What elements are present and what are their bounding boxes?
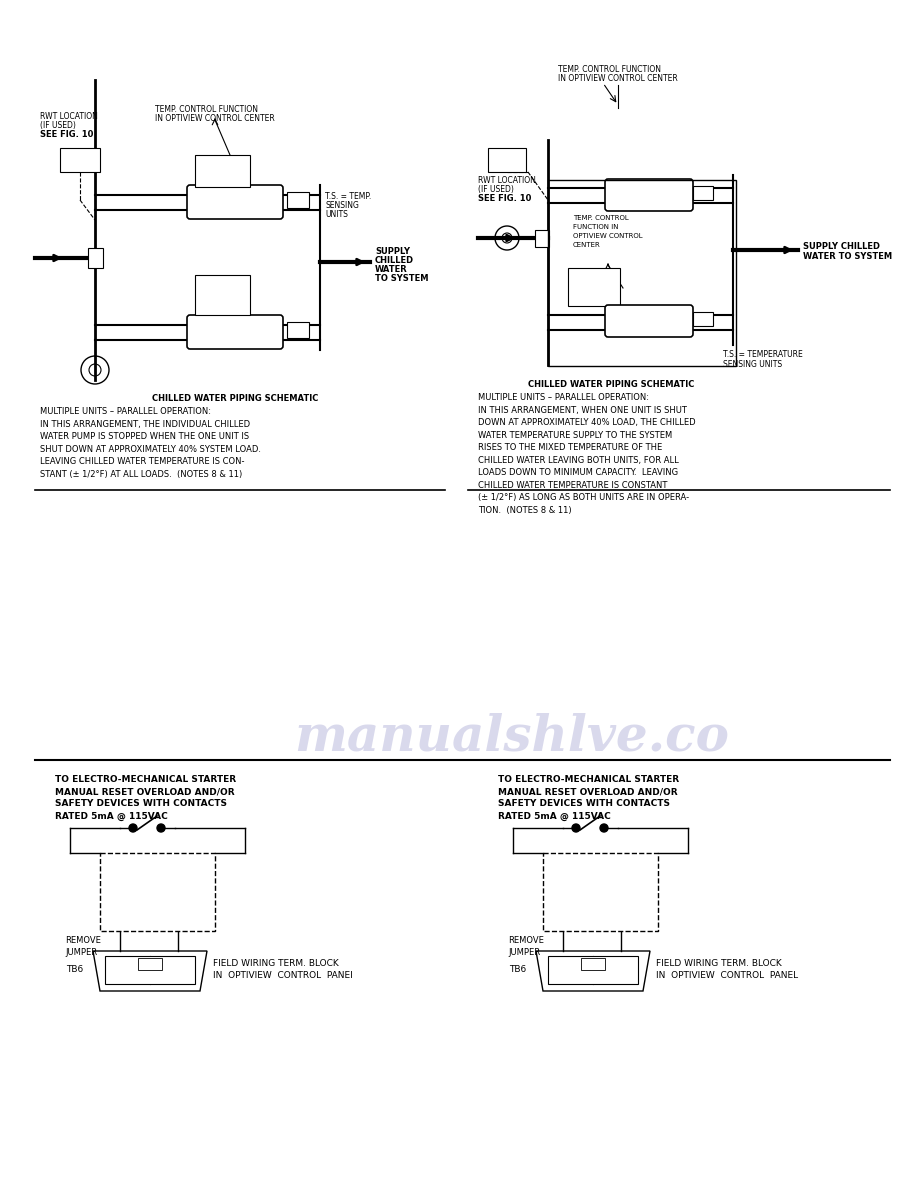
Text: CENTER: CENTER (211, 181, 233, 187)
Text: TO ELECTRO-MECHANICAL STARTER
MANUAL RESET OVERLOAD AND/OR
SAFETY DEVICES WITH C: TO ELECTRO-MECHANICAL STARTER MANUAL RES… (498, 775, 679, 821)
Text: manualshlve.co: manualshlve.co (294, 712, 729, 762)
Bar (693, 312, 713, 326)
Bar (568, 268, 620, 307)
Text: T.S.: T.S. (293, 196, 304, 201)
Text: (IF USED): (IF USED) (40, 121, 76, 129)
Bar (287, 192, 309, 208)
Text: IN OPTIVIEW CONTROL CENTER: IN OPTIVIEW CONTROL CENTER (155, 114, 274, 124)
Text: RWT LOCATION: RWT LOCATION (40, 112, 98, 121)
FancyBboxPatch shape (187, 315, 283, 349)
Bar (60, 148, 100, 172)
Text: MULTIPLE UNITS – PARALLEL OPERATION:
IN THIS ARRANGEMENT, THE INDIVIDUAL CHILLED: MULTIPLE UNITS – PARALLEL OPERATION: IN … (40, 407, 261, 479)
Text: COOLER: COOLER (217, 195, 253, 204)
Text: 53: 53 (565, 965, 577, 975)
Text: UNIT #2: UNIT #2 (219, 335, 251, 345)
Text: (IF USED): (IF USED) (478, 185, 514, 194)
Text: OPTIVIEW CONTROL: OPTIVIEW CONTROL (195, 293, 250, 298)
Bar (195, 154, 250, 187)
Text: FUNCTION IN: FUNCTION IN (573, 225, 619, 230)
Text: REMOVE
JUMPER: REMOVE JUMPER (65, 936, 101, 956)
Bar (548, 956, 638, 984)
Text: SUPPLY CHILLED: SUPPLY CHILLED (803, 242, 880, 251)
FancyBboxPatch shape (187, 185, 283, 219)
Circle shape (129, 824, 137, 832)
Text: SUPPLY: SUPPLY (375, 247, 410, 255)
Bar (195, 274, 250, 315)
Text: SENSING: SENSING (325, 201, 359, 210)
Text: SEE FIG. 10: SEE FIG. 10 (40, 129, 94, 139)
Text: REMOVE
JUMPER: REMOVE JUMPER (508, 936, 543, 956)
Text: CENTER: CENTER (573, 242, 600, 248)
Text: COOLER: COOLER (631, 189, 667, 198)
Bar (693, 187, 713, 200)
FancyBboxPatch shape (605, 179, 693, 211)
Text: TEMP. CONTROL: TEMP. CONTROL (200, 277, 244, 282)
Text: CHILLED WATER PIPING SCHEMATIC: CHILLED WATER PIPING SCHEMATIC (151, 394, 319, 403)
Text: MULTIPLE UNITS – PARALLEL OPERATION:
IN THIS ARRANGEMENT, WHEN ONE UNIT IS SHUT
: MULTIPLE UNITS – PARALLEL OPERATION: IN … (478, 393, 696, 514)
Text: T.S.: T.S. (699, 316, 708, 321)
Circle shape (572, 824, 580, 832)
Text: TO ELECTRO-MECHANICAL STARTER
MANUAL RESET OVERLOAD AND/OR
SAFETY DEVICES WITH C: TO ELECTRO-MECHANICAL STARTER MANUAL RES… (55, 775, 236, 821)
Text: TO SYSTEM: TO SYSTEM (375, 274, 429, 283)
Text: OPTIVIEW CONTROL: OPTIVIEW CONTROL (195, 173, 250, 178)
Text: SEE FIG. 10: SEE FIG. 10 (478, 194, 532, 203)
Text: UNIT #2: UNIT #2 (633, 326, 665, 334)
Text: TEMP. CONTROL: TEMP. CONTROL (573, 270, 615, 274)
Bar (138, 958, 162, 969)
Text: TEMP. CONTROL: TEMP. CONTROL (200, 157, 244, 162)
Bar (548, 181, 736, 366)
FancyBboxPatch shape (605, 305, 693, 337)
Text: RWT: RWT (497, 156, 518, 165)
Text: WATER TO SYSTEM: WATER TO SYSTEM (803, 252, 892, 261)
Bar (543, 853, 658, 931)
Text: CHILLED WATER PIPING SCHEMATIC: CHILLED WATER PIPING SCHEMATIC (528, 380, 694, 388)
Text: 1: 1 (170, 965, 175, 975)
Text: UNIT #1: UNIT #1 (219, 206, 251, 214)
Bar (581, 958, 605, 969)
Text: COOLER: COOLER (631, 315, 667, 324)
Bar (287, 322, 309, 339)
Text: FUNCTION IN: FUNCTION IN (204, 165, 240, 170)
Text: IN OPTIVIEW CONTROL CENTER: IN OPTIVIEW CONTROL CENTER (558, 74, 677, 83)
Text: WATER: WATER (375, 265, 408, 274)
Text: TB6: TB6 (66, 965, 83, 973)
Text: COOLER: COOLER (217, 326, 253, 334)
Text: T.S. = TEMP.: T.S. = TEMP. (325, 192, 371, 201)
Text: T.S.: T.S. (699, 190, 708, 195)
Text: FIELD WIRING TERM. BLOCK
IN  OPTIVIEW  CONTROL  PANEL: FIELD WIRING TERM. BLOCK IN OPTIVIEW CON… (656, 959, 798, 980)
Text: OPTIVIEW CONTROL: OPTIVIEW CONTROL (573, 233, 643, 239)
Text: 53: 53 (121, 965, 134, 975)
Bar (535, 230, 549, 247)
Bar (100, 853, 215, 931)
Text: T.S. = TEMPERATURE: T.S. = TEMPERATURE (723, 350, 802, 359)
Bar (105, 956, 195, 984)
Text: UNITS: UNITS (325, 210, 348, 219)
Text: UNIT #1: UNIT #1 (633, 200, 665, 208)
Text: TB6: TB6 (509, 965, 526, 973)
Text: 15: 15 (610, 965, 621, 975)
Text: SENSING UNITS: SENSING UNITS (723, 360, 782, 369)
Text: CENTER: CENTER (211, 301, 233, 307)
Text: FIELD WIRING TERM. BLOCK
IN  OPTIVIEW  CONTROL  PANEI: FIELD WIRING TERM. BLOCK IN OPTIVIEW CON… (213, 959, 353, 980)
Text: TEMP. CONTROL FUNCTION: TEMP. CONTROL FUNCTION (558, 65, 661, 74)
Text: OPTIVIEW CONTROL: OPTIVIEW CONTROL (568, 286, 621, 291)
Bar (488, 148, 526, 172)
Circle shape (157, 824, 165, 832)
Text: TEMP. CONTROL FUNCTION: TEMP. CONTROL FUNCTION (155, 105, 258, 114)
Text: FUNCTION IN: FUNCTION IN (204, 285, 240, 290)
Text: TEMP. CONTROL: TEMP. CONTROL (573, 215, 629, 221)
Text: CENTER: CENTER (584, 293, 604, 299)
Text: FUNCTION IN: FUNCTION IN (577, 278, 611, 283)
Text: RWT: RWT (69, 156, 91, 165)
Text: CHILLED: CHILLED (375, 255, 414, 265)
Bar (88, 248, 103, 268)
Circle shape (600, 824, 608, 832)
Text: RWT LOCATION: RWT LOCATION (478, 176, 536, 185)
Text: T.S.: T.S. (293, 326, 304, 331)
